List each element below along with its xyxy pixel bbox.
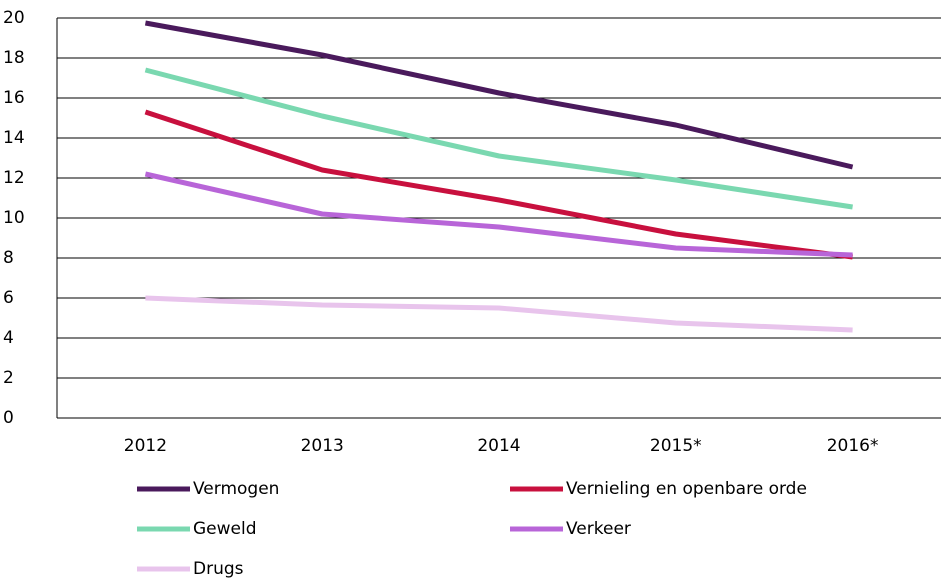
- y-tick-label: 4: [3, 328, 14, 348]
- series-line: [144, 20, 854, 170]
- legend-label: Drugs: [193, 559, 244, 579]
- y-tick-label: 6: [3, 288, 14, 308]
- y-tick-label: 14: [3, 128, 25, 148]
- y-tick-label: 18: [3, 48, 25, 68]
- y-tick-label: 0: [3, 408, 14, 428]
- legend-label: Vermogen: [193, 479, 279, 499]
- y-tick-label: 2: [3, 368, 14, 388]
- y-tick-label: 8: [3, 248, 14, 268]
- x-tick-label: 2013: [301, 436, 344, 456]
- y-tick-label: 10: [3, 208, 25, 228]
- x-tick-label: 2012: [124, 436, 167, 456]
- series-line: [144, 67, 853, 210]
- legend-label: Vernieling en openbare orde: [566, 479, 807, 499]
- series-line: [145, 295, 853, 333]
- legend-label: Verkeer: [566, 519, 631, 539]
- x-tick-label: 2016*: [827, 436, 879, 456]
- legend-label: Geweld: [193, 519, 257, 539]
- x-tick-label: 2015*: [650, 436, 702, 456]
- series-line: [144, 171, 853, 258]
- y-tick-label: 16: [3, 88, 25, 108]
- x-tick-label: 2014: [477, 436, 520, 456]
- series-line: [144, 109, 853, 260]
- y-tick-label: 12: [3, 168, 25, 188]
- y-tick-label: 20: [3, 8, 25, 28]
